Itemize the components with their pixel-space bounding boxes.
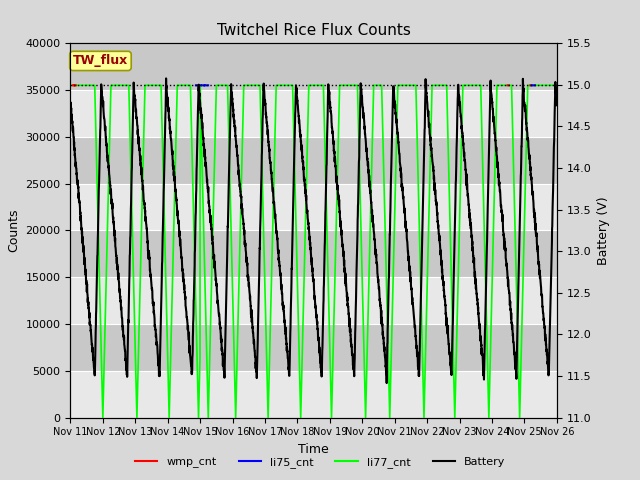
Text: TW_flux: TW_flux (73, 54, 128, 67)
Bar (70, 371, 557, 418)
Title: Twitchel Rice Flux Counts: Twitchel Rice Flux Counts (217, 23, 410, 38)
Legend: wmp_cnt, li75_cnt, li77_cnt, Battery: wmp_cnt, li75_cnt, li77_cnt, Battery (131, 452, 509, 472)
Bar (70, 90, 557, 137)
Y-axis label: Counts: Counts (7, 209, 20, 252)
X-axis label: Time: Time (298, 443, 329, 456)
Bar (70, 277, 557, 324)
Y-axis label: Battery (V): Battery (V) (597, 196, 610, 264)
Bar (70, 183, 557, 230)
